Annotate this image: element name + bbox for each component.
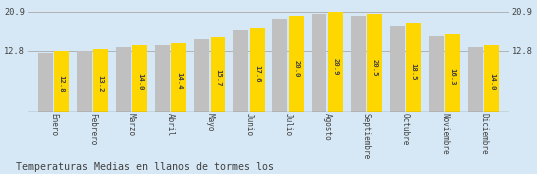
Text: 20.9: 20.9 — [332, 58, 338, 76]
Bar — [93, 49, 108, 112]
Text: 13.2: 13.2 — [98, 75, 104, 92]
Bar — [445, 34, 460, 112]
Text: 14.0: 14.0 — [137, 73, 143, 90]
Bar — [351, 16, 366, 112]
Bar — [328, 12, 343, 112]
Text: 17.6: 17.6 — [254, 65, 260, 83]
Text: 20.5: 20.5 — [372, 59, 378, 76]
Bar — [155, 45, 170, 112]
Bar — [484, 45, 499, 112]
Bar — [390, 26, 404, 112]
Text: 18.5: 18.5 — [411, 63, 417, 81]
Bar — [171, 43, 186, 112]
Bar — [311, 14, 326, 112]
Text: 15.7: 15.7 — [215, 69, 221, 87]
Bar — [38, 53, 53, 112]
Bar — [250, 28, 265, 112]
Bar — [406, 23, 421, 112]
Bar — [54, 51, 69, 112]
Bar — [429, 36, 444, 112]
Bar — [367, 14, 382, 112]
Text: 14.4: 14.4 — [176, 72, 182, 89]
Text: 20.0: 20.0 — [293, 60, 299, 77]
Bar — [272, 18, 287, 112]
Text: 12.8: 12.8 — [59, 76, 64, 93]
Bar — [233, 30, 248, 112]
Bar — [211, 37, 226, 112]
Text: 14.0: 14.0 — [489, 73, 495, 90]
Text: Temperaturas Medias en llanos de tormes los: Temperaturas Medias en llanos de tormes … — [16, 162, 274, 172]
Bar — [77, 51, 92, 112]
Bar — [194, 39, 209, 112]
Bar — [133, 45, 147, 112]
Bar — [289, 16, 304, 112]
Text: 16.3: 16.3 — [449, 68, 456, 85]
Bar — [468, 47, 483, 112]
Bar — [116, 47, 131, 112]
